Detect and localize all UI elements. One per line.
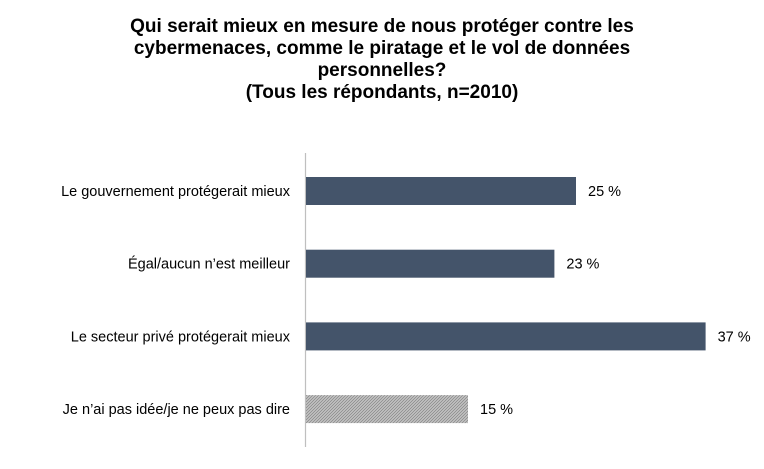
bar-2 <box>306 249 555 278</box>
category-label-1: Le gouvernement protégerait mieux <box>61 184 291 200</box>
category-label-2: Égal/aucun n’est meilleur <box>128 256 290 273</box>
category-label-3: Le secteur privé protégerait mieux <box>71 329 291 345</box>
chart-title-line-4: (Tous les répondants, n=2010) <box>245 82 519 103</box>
category-label-4: Je n’ai pas idée/je ne peux pas dire <box>63 402 290 418</box>
value-label-1: 25 % <box>588 184 621 200</box>
chart-title-line-1: Qui serait mieux en mesure de nous proté… <box>130 16 634 37</box>
bar-4 <box>306 395 468 424</box>
bar-3 <box>306 322 706 351</box>
value-label-4: 15 % <box>480 402 513 418</box>
chart-title-line-2: cybermenaces, comme le piratage et le vo… <box>133 38 631 59</box>
chart-title-line-3: personnelles? <box>317 60 447 81</box>
bars-layer: Le gouvernement protégerait mieux 25 % Éga… <box>61 177 751 424</box>
bar-1 <box>306 177 576 205</box>
chart-title: Qui serait mieux en mesure de nous proté… <box>0 16 764 104</box>
value-label-3: 37 % <box>718 329 751 345</box>
value-label-2: 23 % <box>566 257 599 273</box>
